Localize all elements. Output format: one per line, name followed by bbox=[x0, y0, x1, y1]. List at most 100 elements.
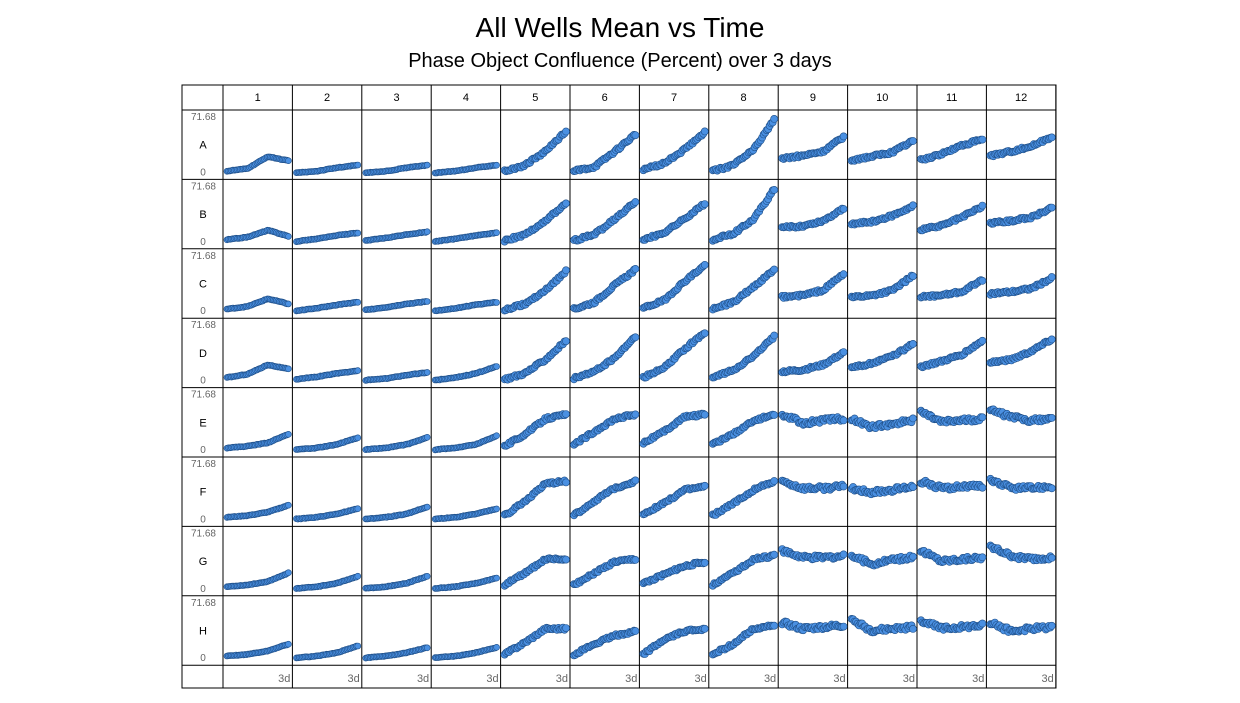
data-point bbox=[978, 276, 987, 285]
data-point bbox=[493, 299, 500, 306]
well-series-F9 bbox=[778, 476, 848, 494]
column-header-6: 6 bbox=[602, 92, 608, 104]
data-point bbox=[285, 430, 292, 438]
well-series-D1 bbox=[223, 361, 292, 381]
well-series-D3 bbox=[362, 369, 431, 384]
data-point bbox=[285, 501, 292, 509]
well-series-B4 bbox=[431, 229, 500, 245]
well-series-G11 bbox=[917, 547, 987, 566]
x-tick-label: 3d bbox=[625, 673, 637, 685]
data-point bbox=[562, 127, 570, 136]
y-min-label: 0 bbox=[200, 376, 206, 387]
data-point bbox=[978, 619, 987, 628]
y-min-label: 0 bbox=[200, 514, 206, 525]
well-series-C2 bbox=[293, 298, 362, 315]
x-tick-label: 3d bbox=[348, 673, 360, 685]
y-max-label: 71.68 bbox=[191, 112, 216, 123]
data-point bbox=[770, 185, 779, 194]
data-point bbox=[839, 132, 848, 141]
data-point bbox=[631, 476, 640, 485]
data-point bbox=[978, 553, 987, 562]
well-series-H4 bbox=[431, 643, 500, 661]
data-point bbox=[700, 558, 709, 567]
data-point bbox=[1047, 413, 1056, 422]
data-point bbox=[423, 503, 431, 511]
column-header-2: 2 bbox=[324, 92, 330, 104]
data-point bbox=[839, 270, 848, 279]
y-min-label: 0 bbox=[200, 167, 206, 178]
well-series-G1 bbox=[223, 569, 292, 591]
well-series-A5 bbox=[500, 127, 570, 176]
data-point bbox=[770, 265, 779, 274]
well-series-E4 bbox=[431, 432, 500, 454]
row-header-D: D bbox=[199, 348, 207, 360]
data-point bbox=[700, 200, 709, 208]
well-series-C1 bbox=[223, 295, 292, 313]
y-min-label: 0 bbox=[200, 445, 206, 456]
well-series-B9 bbox=[778, 204, 848, 232]
data-point bbox=[562, 199, 570, 208]
well-series-D9 bbox=[778, 348, 848, 377]
data-point bbox=[354, 367, 362, 374]
data-point bbox=[493, 432, 500, 440]
data-point bbox=[423, 161, 431, 169]
well-series-G3 bbox=[362, 572, 431, 592]
y-max-label: 71.68 bbox=[191, 598, 216, 609]
well-series-E11 bbox=[917, 406, 987, 427]
well-series-E2 bbox=[293, 434, 362, 453]
data-point bbox=[909, 625, 917, 633]
row-header-H: H bbox=[199, 626, 207, 638]
data-point bbox=[909, 201, 917, 210]
well-series-F12 bbox=[986, 474, 1056, 494]
well-series-E12 bbox=[986, 405, 1056, 426]
well-series-C10 bbox=[847, 271, 917, 302]
y-max-label: 71.68 bbox=[191, 181, 216, 192]
well-series-B7 bbox=[639, 200, 709, 244]
data-point bbox=[909, 552, 917, 561]
column-header-9: 9 bbox=[810, 92, 816, 104]
row-header-G: G bbox=[199, 556, 208, 568]
data-point bbox=[285, 157, 292, 164]
well-series-A6 bbox=[570, 130, 640, 175]
data-point bbox=[493, 643, 500, 651]
data-point bbox=[700, 481, 709, 490]
y-max-label: 71.68 bbox=[191, 251, 216, 262]
x-tick-label: 3d bbox=[695, 673, 707, 685]
x-tick-label: 3d bbox=[972, 673, 984, 685]
data-point bbox=[700, 127, 709, 136]
column-header-5: 5 bbox=[532, 92, 538, 104]
data-point bbox=[1047, 335, 1056, 344]
data-point bbox=[978, 336, 987, 345]
y-max-label: 71.68 bbox=[191, 390, 216, 401]
well-series-B10 bbox=[847, 201, 917, 229]
well-series-B3 bbox=[362, 228, 431, 244]
well-series-E10 bbox=[847, 414, 917, 433]
row-header-E: E bbox=[199, 417, 206, 429]
data-point bbox=[285, 569, 292, 577]
data-point bbox=[423, 433, 431, 441]
row-header-A: A bbox=[199, 140, 207, 152]
data-point bbox=[770, 115, 779, 123]
data-point bbox=[423, 644, 431, 652]
data-point bbox=[1047, 203, 1056, 212]
well-series-D11 bbox=[917, 336, 987, 372]
data-point bbox=[909, 272, 917, 281]
well-series-E1 bbox=[223, 430, 292, 452]
well-series-D4 bbox=[431, 363, 500, 384]
well-series-C8 bbox=[708, 265, 779, 314]
data-point bbox=[700, 410, 709, 419]
well-series-G7 bbox=[639, 558, 709, 588]
x-tick-label: 3d bbox=[556, 673, 568, 685]
well-series-F7 bbox=[639, 481, 709, 519]
well-series-A12 bbox=[986, 133, 1056, 161]
y-max-label: 71.68 bbox=[191, 459, 216, 470]
data-point bbox=[700, 624, 709, 633]
data-point bbox=[493, 574, 500, 582]
data-point bbox=[909, 137, 917, 145]
well-series-E7 bbox=[639, 409, 709, 448]
y-min-label: 0 bbox=[200, 306, 206, 317]
data-point bbox=[1047, 554, 1056, 562]
data-point bbox=[839, 205, 848, 213]
column-header-10: 10 bbox=[876, 92, 888, 104]
data-point bbox=[839, 482, 848, 491]
